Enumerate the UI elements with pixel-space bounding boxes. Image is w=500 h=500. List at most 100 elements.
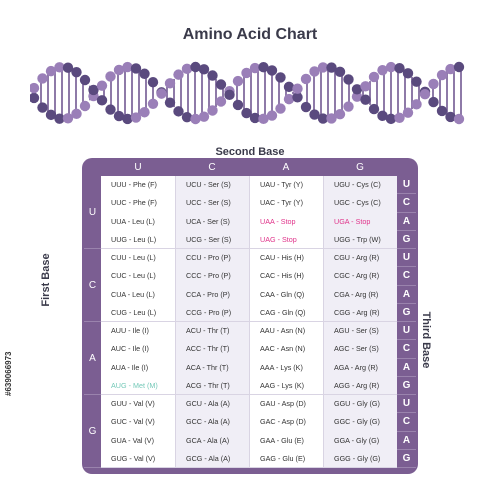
helix-bead xyxy=(30,92,40,104)
third-base-cell: U xyxy=(397,395,416,414)
third-base-cell: C xyxy=(397,194,416,213)
codon-cell: CCG - Pro (P) xyxy=(176,304,249,322)
third-base-cell: U xyxy=(397,176,416,195)
codon-column: UUU - Phe (F) UUC - Phe (F) UUA - Leu (L) U… xyxy=(101,176,175,468)
codon-cell: AGA - Arg (R) xyxy=(334,362,378,372)
codon-cell: GUA - Val (V) xyxy=(111,435,154,445)
codon-column: UGU - Cys (C) UGC - Cys (C) UGA - Stop UGG … xyxy=(323,176,397,468)
codon-cell: GGU - Gly (G) xyxy=(334,399,380,408)
third-base-cell: C xyxy=(397,413,416,432)
second-base-c: C xyxy=(208,162,216,173)
helix-bead xyxy=(258,61,269,73)
helix-bead xyxy=(402,107,414,118)
first-base-u: U xyxy=(84,176,101,249)
third-base-cell: A xyxy=(397,359,416,377)
helix-bead xyxy=(241,107,252,119)
second-base-u: U xyxy=(134,162,142,173)
codon-cell: CAC - His (H) xyxy=(260,271,304,281)
helix-bead xyxy=(122,113,133,125)
codon-cell: ACG - Thr (T) xyxy=(176,377,249,395)
codon-column: UCU - Ser (S) UCC - Ser (S) UCA - Ser (S) U… xyxy=(175,176,249,468)
helix-bead xyxy=(96,95,108,106)
codon-cell: GGG - Gly (G) xyxy=(324,450,397,468)
codon-cell: UAG - Stop xyxy=(250,231,323,249)
codon-cell: AGG - Arg (R) xyxy=(324,377,397,395)
helix-bead xyxy=(181,111,193,123)
codon-cell: AGC - Ser (S) xyxy=(334,344,379,354)
codon-cell: CCC - Pro (P) xyxy=(186,271,231,281)
first-base-header: U C A G xyxy=(84,176,101,468)
first-base-c: C xyxy=(84,249,101,322)
helix-bead xyxy=(62,62,74,73)
third-base-cell: C xyxy=(397,340,416,359)
helix-bead xyxy=(241,67,252,79)
first-base-g: G xyxy=(84,395,101,468)
helix-bead xyxy=(300,101,312,113)
codon-cell: UAC - Tyr (Y) xyxy=(260,198,303,208)
helix-bead xyxy=(394,63,405,74)
codon-cell: UUC - Phe (F) xyxy=(111,198,157,208)
codon-cell: CGC - Arg (R) xyxy=(334,271,380,281)
helix-bead xyxy=(105,71,116,82)
helix-bead xyxy=(71,66,82,78)
helix-bead xyxy=(37,102,48,113)
helix-bead xyxy=(283,81,295,93)
helix-bead xyxy=(368,71,380,83)
helix-bead xyxy=(377,110,388,122)
codon-cell: CUA - Leu (L) xyxy=(111,289,155,299)
helix-bead xyxy=(266,110,278,121)
codon-cell: CCA - Pro (P) xyxy=(186,289,230,299)
codon-cell: UCG - Ser (S) xyxy=(176,231,249,249)
codon-cell: UAA - Stop xyxy=(260,216,296,226)
helix-bead xyxy=(113,64,125,76)
third-base-cell: U xyxy=(397,322,416,341)
first-base-a: A xyxy=(84,322,101,395)
codon-cell: CAU - His (H) xyxy=(260,253,304,262)
codon-table: UUU - Phe (F) UUC - Phe (F) UUA - Leu (L) U… xyxy=(101,176,397,468)
codon-cell: GAU - Asp (D) xyxy=(260,399,306,408)
second-base-label: Second Base xyxy=(215,146,285,158)
helix-bead xyxy=(96,80,108,91)
helix-bead xyxy=(402,68,414,79)
helix-bead xyxy=(368,103,380,115)
helix-bead xyxy=(164,97,176,108)
third-base-cell: A xyxy=(397,213,416,231)
codon-cell: UGG - Trp (W) xyxy=(324,231,397,249)
codon-cell: ACC - Thr (T) xyxy=(186,344,230,354)
codon-cell: CGA - Arg (R) xyxy=(334,289,379,299)
helix-bead xyxy=(266,65,278,76)
codon-cell: AGU - Ser (S) xyxy=(334,326,379,335)
helix-bead xyxy=(198,64,210,75)
helix-bead xyxy=(453,61,465,73)
helix-bead xyxy=(309,66,320,77)
codon-cell: CAG - Gln (Q) xyxy=(250,304,323,322)
helix-bead xyxy=(62,113,74,124)
helix-bead xyxy=(173,106,184,117)
third-base-cell: A xyxy=(397,432,416,450)
helix-bead xyxy=(385,61,397,73)
helix-bead xyxy=(292,83,303,94)
helix-bead xyxy=(45,109,57,121)
helix-bead xyxy=(190,113,201,125)
codon-cell: UAU - Tyr (Y) xyxy=(260,180,303,189)
helix-bead xyxy=(419,89,431,100)
helix-bead xyxy=(360,81,371,92)
dna-helix-illustration xyxy=(30,61,465,125)
helix-bead xyxy=(37,73,48,84)
helix-bead xyxy=(292,92,303,103)
codon-cell: GCG - Ala (A) xyxy=(176,450,249,468)
helix-bead xyxy=(317,113,329,124)
codon-cell: CGG - Arg (R) xyxy=(324,304,397,322)
helix-bead xyxy=(411,76,422,87)
codon-cell: ACA - Thr (T) xyxy=(186,362,229,372)
codon-cell: UGA - Stop xyxy=(334,216,371,226)
codon-cell: GCU - Ala (A) xyxy=(186,399,230,408)
helix-bead xyxy=(173,69,184,80)
helix-bead xyxy=(317,62,329,73)
helix-bead xyxy=(428,78,439,90)
codon-cell: UCC - Ser (S) xyxy=(186,198,231,208)
stock-id: #639066973 xyxy=(4,351,13,397)
second-base-a: A xyxy=(282,162,290,173)
helix-bead xyxy=(79,100,91,112)
helix-bead xyxy=(207,105,218,116)
